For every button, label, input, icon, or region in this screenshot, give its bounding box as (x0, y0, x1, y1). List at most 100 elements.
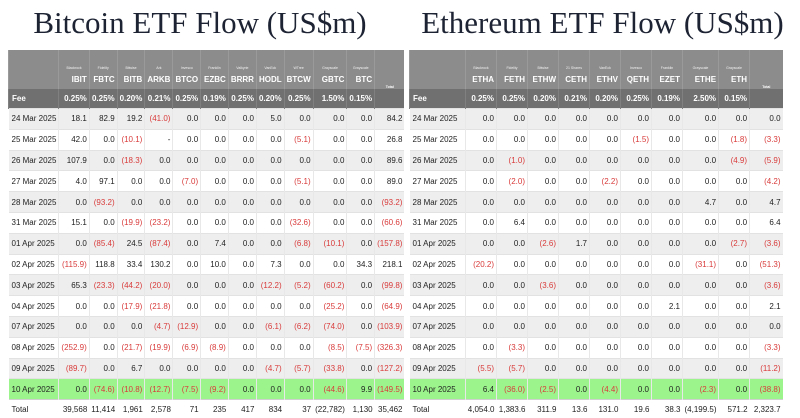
flow-value-cell: 0.0 (346, 170, 375, 192)
date-row: 07 Apr 2025 0.0 0.0 0.0 (4.7) (12.9) 0.0 0.0 (6.… (8, 315, 405, 338)
issuer-label: Franklin (200, 50, 229, 70)
flow-value-cell: 0.0 (527, 253, 559, 275)
flow-value-cell: 107.9 (58, 149, 90, 171)
flow-value-cell: 0.0 (589, 315, 621, 338)
flow-value-cell: 0.0 (558, 357, 590, 379)
flow-value-cell: 0.0 (527, 191, 559, 213)
row-total-cell: 0.0 (749, 108, 783, 130)
date-cell: 08 Apr 2025 (409, 336, 466, 359)
issuer-label: Grayscale (681, 50, 719, 70)
date-row: 02 Apr 2025 (115.9) 118.8 33.4 130.2 0.0 10.0 0… (8, 253, 405, 275)
flow-value-cell: 0.0 (227, 378, 257, 400)
row-total-cell: 0.0 (749, 315, 783, 338)
ticker-label: ETHV (589, 70, 621, 89)
date-row: 27 Mar 2025 0.0 (2.0) 0.0 0.0 (2.2) 0.0 0.0 0.0 0… (409, 170, 783, 192)
flow-value-cell: 0.0 (718, 336, 750, 359)
flow-value-cell: 0.0 (465, 128, 497, 151)
flow-value-cell: 0.0 (681, 211, 719, 234)
date-row: 24 Mar 2025 18.1 82.9 19.2 (41.0) 0.0 0.0 0.0 5.… (8, 108, 405, 130)
issuer-label: VanEck (589, 50, 621, 70)
date-row: 24 Mar 2025 0.0 0.0 0.0 0.0 0.0 0.0 0.0 0.0 0.0 0.… (409, 108, 783, 130)
flow-value-cell: 0.0 (620, 378, 652, 400)
flow-value-cell: (1.8) (718, 128, 750, 151)
flow-value-cell: 0.0 (527, 128, 559, 151)
flow-value-cell: 0.0 (496, 128, 528, 151)
issuer-label: VanEck (255, 50, 285, 70)
date-row: 25 Mar 2025 42.0 0.0 (10.1) -0.0 0.0 0.0 0.0 (5.… (8, 128, 405, 151)
flow-value-cell: 0.0 (589, 253, 621, 275)
flow-value-cell: 0.0 (681, 315, 719, 338)
flow-value-cell: 0.0 (465, 191, 497, 213)
flow-value-cell: 0.0 (681, 170, 719, 192)
issuer-label: Grayscale (346, 50, 375, 70)
issuer-label: Franklin (651, 50, 683, 70)
flow-value-cell: 0.0 (681, 336, 719, 359)
flow-value-cell: 0.0 (620, 357, 652, 379)
cumulative-total-cell: 19.6 (620, 399, 652, 418)
flow-value-cell: 0.0 (718, 170, 750, 192)
date-row: 03 Apr 2025 65.3 (23.3) (44.2) (20.0) 0.0 0.0 0… (8, 274, 405, 296)
cumulative-total-cell: 39,568 (58, 399, 90, 418)
row-total-cell: (127.2) (374, 357, 405, 379)
flow-value-cell: 0.0 (651, 357, 683, 379)
date-row: 25 Mar 2025 0.0 0.0 0.0 0.0 0.0 (1.5) 0.0 0.0 (1.… (409, 128, 783, 151)
flow-value-cell: 0.0 (312, 149, 347, 171)
flow-value-cell: 0.0 (496, 295, 528, 317)
flow-value-cell: 130.2 (144, 253, 173, 275)
fee-value: 0.15% (718, 89, 750, 109)
issuer-label: Grayscale (718, 50, 750, 70)
flow-value-cell: 0.0 (465, 149, 497, 171)
fee-value: 0.25% (283, 89, 314, 109)
ticker-row: ETHA FETH ETHW CETH ETHV QETH EZET ETHE ETH (410, 70, 783, 89)
flow-value-cell: 0.0 (651, 149, 683, 171)
flow-value-cell: (3.3) (496, 336, 528, 359)
issuer-label: Blackrock (58, 50, 90, 70)
flow-value-cell: 0.0 (58, 315, 90, 338)
flow-value-cell: (74.6) (88, 378, 118, 400)
flow-value-cell: 0.0 (200, 128, 229, 151)
flow-value-cell: 0.0 (58, 232, 90, 255)
date-cell: 03 Apr 2025 (8, 274, 59, 296)
cumulative-total-cell: 417 (228, 399, 257, 418)
flow-value-cell: 0.0 (227, 211, 257, 234)
date-row: 01 Apr 2025 0.0 0.0 (2.6) 1.7 0.0 0.0 0.0 0.0 (2.… (409, 232, 783, 255)
flow-value-cell: 0.0 (718, 191, 750, 213)
date-cell: 03 Apr 2025 (409, 274, 466, 296)
flow-value-cell: 0.0 (496, 232, 528, 255)
date-row: 09 Apr 2025 (89.7) 0.0 6.7 0.0 0.0 0.0 0.0 (4.7)… (8, 357, 405, 379)
bitcoin-etf-panel: Bitcoin ETF Flow (US$m) Blackrock Fidelit… (7, 5, 405, 418)
issuer-label: Invesco (620, 50, 652, 70)
date-cell: 27 Mar 2025 (409, 170, 466, 192)
issuer-label: Bitwise (527, 50, 559, 70)
flow-value-cell: 0.0 (172, 128, 201, 151)
flow-value-cell: (5.1) (283, 170, 314, 192)
flow-value-cell: 0.0 (589, 232, 621, 255)
flow-value-cell: 0.0 (651, 211, 683, 234)
date-cell: 09 Apr 2025 (409, 357, 466, 379)
flow-value-cell: (2.6) (527, 232, 559, 255)
grand-total-cell: 35,462 (374, 399, 405, 418)
cumulative-total-cell: 38.3 (651, 399, 683, 418)
issuer-label: Bitwise (116, 50, 145, 70)
flow-value-cell: (115.9) (58, 253, 90, 275)
issuer-label: Fidelity (496, 50, 528, 70)
flow-value-cell: 0.0 (227, 315, 257, 338)
flow-value-cell: 0.0 (681, 357, 719, 379)
flow-value-cell: 0.0 (255, 232, 285, 255)
flow-value-cell: 0.0 (651, 191, 683, 213)
flow-value-cell: (4.4) (589, 378, 621, 400)
flow-value-cell: 0.0 (620, 191, 652, 213)
flow-value-cell: 0.0 (527, 211, 559, 234)
row-total-cell: (99.8) (374, 274, 405, 296)
flow-value-cell: (6.8) (283, 232, 314, 255)
date-row: 28 Mar 2025 0.0 (93.2) 0.0 0.0 0.0 0.0 0.0 0.0 0.… (8, 191, 405, 213)
date-cell: 10 Apr 2025 (8, 378, 59, 400)
flow-value-cell: (44.2) (116, 274, 145, 296)
fee-value: 0.21% (558, 89, 590, 109)
row-total-cell: (103.9) (374, 315, 405, 338)
flow-value-cell: (33.8) (312, 357, 347, 379)
row-total-cell: (64.9) (374, 295, 405, 317)
flow-value-cell: 0.0 (58, 191, 90, 213)
flow-value-cell: 0.0 (88, 211, 118, 234)
flow-value-cell: 0.0 (589, 336, 621, 359)
